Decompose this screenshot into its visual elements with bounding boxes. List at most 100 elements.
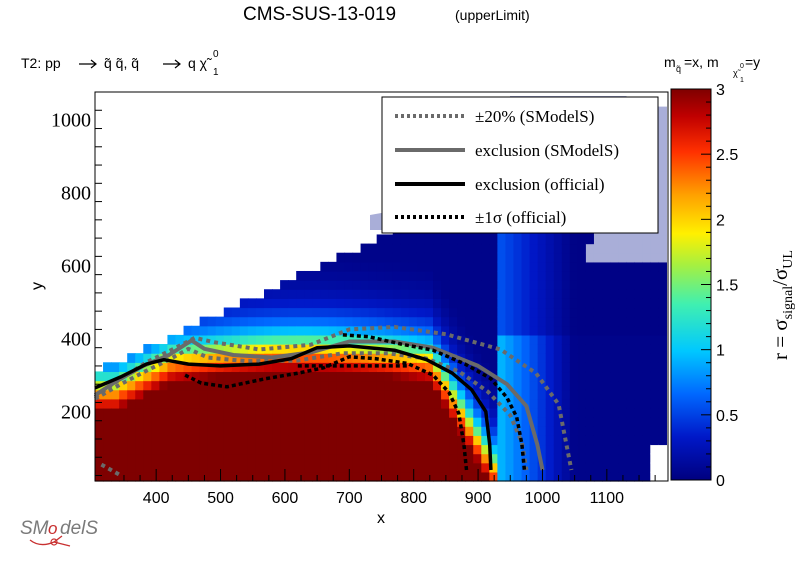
heatmap-cell — [384, 316, 394, 327]
heatmap-cell — [537, 334, 547, 345]
heatmap-cell — [384, 398, 394, 409]
heatmap-cell — [537, 325, 547, 336]
heatmap-cell — [658, 325, 667, 336]
heatmap-cell — [424, 435, 434, 446]
heatmap-cell — [312, 453, 321, 464]
heatmap-cell — [433, 380, 442, 391]
heatmap-cell — [159, 344, 169, 354]
heatmap-cell — [577, 289, 587, 299]
heatmap-cell — [585, 280, 595, 290]
heatmap-cell — [143, 444, 152, 455]
heatmap-cell — [111, 417, 120, 427]
heatmap-cell — [441, 444, 450, 455]
heatmap-cell — [392, 344, 402, 354]
heatmap-cell — [545, 380, 555, 391]
heatmap-cell — [207, 426, 217, 436]
heatmap-cell — [167, 362, 177, 373]
heatmap-cell — [296, 444, 305, 455]
heatmap-cell — [320, 261, 329, 272]
heatmap-cell — [376, 261, 386, 272]
heatmap-cell — [658, 106, 667, 117]
heatmap-cell — [408, 471, 418, 482]
heatmap-cell — [416, 453, 426, 464]
heatmap-cell — [658, 417, 667, 427]
heatmap-cell — [569, 444, 579, 455]
heatmap-cell — [481, 389, 490, 400]
heatmap-cell — [561, 462, 571, 473]
heatmap-cell — [247, 371, 257, 382]
heatmap-cell — [344, 298, 354, 309]
heatmap-cell — [424, 334, 434, 345]
heatmap-cell — [658, 143, 667, 153]
heatmap-cell — [151, 398, 160, 409]
heatmap-cell — [360, 270, 370, 281]
heatmap-cell — [593, 462, 603, 473]
process-sub: 1 — [213, 67, 219, 78]
heatmap-cell — [473, 280, 482, 290]
heatmap-cell — [424, 398, 434, 409]
heatmap-cell — [320, 298, 329, 309]
heatmap-cell — [296, 417, 305, 427]
heatmap-cell — [618, 417, 627, 427]
heatmap-cell — [119, 444, 128, 455]
heatmap-cell — [191, 344, 201, 354]
heatmap-cell — [352, 462, 362, 473]
heatmap-cell — [441, 325, 450, 336]
heatmap-cell — [400, 407, 410, 418]
heatmap-cell — [312, 362, 321, 373]
heatmap-cell — [658, 316, 667, 327]
heatmap-cell — [352, 316, 362, 327]
colorbar-label-sub-ul: UL — [781, 250, 796, 269]
heatmap-cell — [593, 407, 603, 418]
heatmap-cell — [336, 444, 346, 455]
heatmap-cell — [561, 471, 571, 482]
heatmap-cell — [127, 417, 136, 427]
heatmap-cell — [618, 471, 627, 482]
heatmap-cell — [585, 444, 595, 455]
heatmap-cell — [561, 289, 571, 299]
heatmap-cell — [569, 435, 579, 446]
heatmap-cell — [449, 316, 458, 327]
heatmap-cell — [577, 298, 587, 309]
heatmap-cell — [344, 289, 354, 299]
heatmap-cell — [602, 380, 611, 391]
heatmap-cell — [424, 289, 434, 299]
mass-sub-chi: χ̃ — [733, 68, 742, 78]
heatmap-cell — [585, 316, 595, 327]
heatmap-cell — [513, 444, 523, 455]
y-tick-label: 600 — [61, 255, 91, 277]
heatmap-cell — [336, 407, 346, 418]
heatmap-cell — [175, 417, 185, 427]
heatmap-cell — [392, 298, 402, 309]
heatmap-cell — [416, 316, 426, 327]
heatmap-cell — [344, 435, 354, 446]
heatmap-cell — [247, 298, 257, 309]
heatmap-cell — [231, 444, 241, 455]
heatmap-cell — [433, 371, 442, 382]
heatmap-cell — [111, 453, 120, 464]
heatmap-cell — [392, 252, 402, 263]
contour-line — [93, 324, 574, 471]
heatmap-cell — [481, 344, 490, 354]
heatmap-cell — [159, 398, 169, 409]
heatmap-cell — [288, 289, 297, 299]
heatmap-cell — [489, 417, 498, 427]
heatmap-cell — [328, 398, 338, 409]
heatmap-cell — [650, 398, 659, 409]
heatmap-cell — [111, 471, 120, 482]
heatmap-cell — [336, 435, 346, 446]
heatmap-cell — [626, 280, 635, 290]
heatmap-cell — [384, 261, 394, 272]
heatmap-cell — [473, 234, 482, 245]
heatmap-cell — [561, 344, 571, 354]
heatmap-cell — [650, 371, 659, 382]
heatmap-cell — [103, 435, 112, 446]
heatmap-cell — [272, 417, 281, 427]
heatmap-cell — [650, 316, 659, 327]
heatmap-cell — [384, 289, 394, 299]
heatmap-cell — [650, 453, 659, 464]
heatmap-cell — [384, 417, 394, 427]
heatmap-cell — [288, 398, 297, 409]
heatmap-cell — [642, 316, 651, 327]
heatmap-cell — [352, 444, 362, 455]
